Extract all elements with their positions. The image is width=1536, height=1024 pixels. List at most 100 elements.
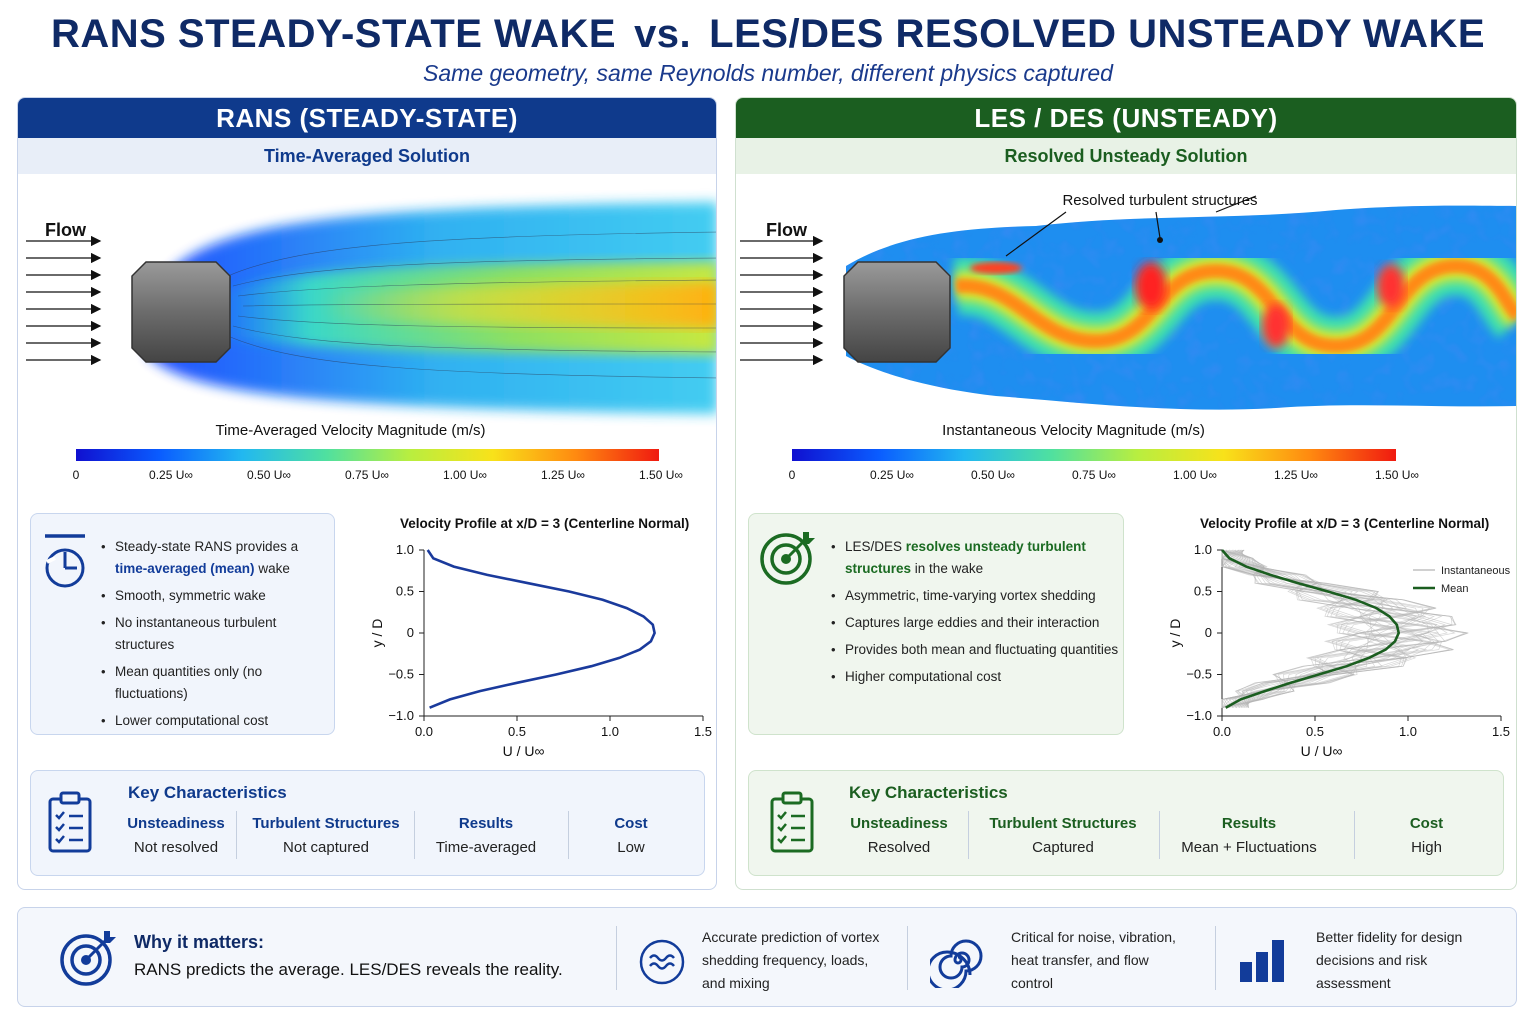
les-key-characteristics: Key Characteristics Unsteadiness Resolved…	[748, 770, 1504, 876]
rans-colorbar-tick: 0.75 U∞	[345, 468, 389, 482]
list-item: Lower computational cost	[99, 710, 331, 732]
instantaneous-line	[1221, 549, 1456, 708]
y-tick-label: 1.0	[396, 542, 414, 557]
les-colorbar	[792, 449, 1396, 461]
x-tick-label: 0.0	[1213, 724, 1231, 739]
divider	[236, 811, 237, 859]
les-wake-visual: Flow Resolved turbulent structures	[740, 192, 1516, 410]
why-text: RANS predicts the average. LES/DES revea…	[134, 960, 563, 979]
y-tick-label: 0	[1205, 625, 1212, 640]
les-flow-label: Flow	[766, 220, 808, 240]
rans-bullet-list: Steady-state RANS provides a time-averag…	[99, 536, 331, 737]
y-tick-label: 0.5	[396, 584, 414, 599]
rans-key-title: Key Characteristics	[128, 783, 287, 802]
list-item: Smooth, symmetric wake	[99, 585, 331, 607]
rans-heading: RANS (STEADY-STATE)	[18, 98, 716, 138]
x-tick-label: 0.5	[1306, 724, 1324, 739]
rans-colorbar-tick: 0.50 U∞	[247, 468, 291, 482]
x-tick-label: 0.0	[415, 724, 433, 739]
legend-label: Instantaneous	[1441, 565, 1511, 577]
instantaneous-line	[1221, 550, 1443, 709]
list-item: Asymmetric, time-varying vortex shedding	[829, 585, 1121, 607]
les-colorbar-tick: 0	[788, 468, 796, 482]
les-info-box: LES/DES resolves unsteady turbulent stru…	[748, 513, 1124, 735]
matter-item-1: Accurate prediction of vortex shedding f…	[702, 929, 880, 991]
x-tick-label: 1.5	[1492, 724, 1510, 739]
list-item: No instantaneous turbulent structures	[99, 612, 331, 656]
rans-colorbar-tick: 0	[72, 468, 80, 482]
wave-icon	[639, 939, 685, 985]
legend-label: Mean	[1441, 583, 1469, 595]
les-colorbar-tick: 1.25 U∞	[1274, 468, 1318, 482]
rans-wake-visual: Flow	[26, 202, 716, 414]
y-tick-label: −0.5	[388, 667, 414, 682]
divider	[1354, 811, 1355, 859]
rans-key-characteristics: Key Characteristics Unsteadiness Not reso…	[30, 770, 705, 876]
list-item: Captures large eddies and their interact…	[829, 612, 1121, 634]
les-panel: LES / DES (UNSTEADY) Resolved Unsteady S…	[735, 97, 1517, 890]
les-annotation: Resolved turbulent structures	[1062, 192, 1257, 209]
matter-item-3: Better fidelity for design decisions and…	[1316, 929, 1463, 991]
rans-key-cost: Cost Low	[614, 815, 648, 856]
divider	[907, 926, 908, 990]
bar-chart-icon	[1240, 940, 1284, 982]
instantaneous-series	[1221, 549, 1469, 709]
rans-colorbar-tick: 0.25 U∞	[149, 468, 193, 482]
x-axis-label: U / U∞	[1301, 743, 1343, 759]
y-axis-label: y / D	[1167, 619, 1183, 648]
divider	[968, 811, 969, 859]
rans-plot-title: Velocity Profile at x/D = 3 (Centerline …	[400, 516, 690, 531]
les-colorbar-tick: 1.00 U∞	[1173, 468, 1217, 482]
list-item: Steady-state RANS provides a time-averag…	[99, 536, 331, 580]
title-vs: vs.	[634, 12, 692, 56]
divider	[1215, 926, 1216, 990]
les-key-cost: Cost High	[1409, 815, 1444, 856]
divider	[568, 811, 569, 859]
x-tick-label: 1.0	[601, 724, 619, 739]
les-key-results: Results Mean + Fluctuations	[1181, 815, 1317, 856]
rans-key-turbulent-structures: Turbulent Structures Not captured	[252, 815, 400, 856]
rans-colorbar-tick: 1.25 U∞	[541, 468, 585, 482]
les-bullet-list: LES/DES resolves unsteady turbulent stru…	[829, 536, 1121, 693]
rans-subheading: Time-Averaged Solution	[18, 138, 716, 174]
x-tick-label: 1.0	[1399, 724, 1417, 739]
instantaneous-line	[1221, 549, 1437, 708]
page-title: RANS STEADY-STATE WAKE vs. LES/DES RESOLVE…	[0, 12, 1536, 57]
stopwatch-icon	[45, 534, 85, 588]
les-key-title: Key Characteristics	[849, 783, 1008, 802]
list-item: LES/DES resolves unsteady turbulent stru…	[829, 536, 1121, 580]
les-colorbar-title: Instantaneous Velocity Magnitude (m/s)	[942, 422, 1205, 439]
list-item: Mean quantities only (no fluctuations)	[99, 661, 331, 705]
les-colorbar-tick: 0.50 U∞	[971, 468, 1015, 482]
rans-colorbar-tick: 1.00 U∞	[443, 468, 487, 482]
les-heading: LES / DES (UNSTEADY)	[736, 98, 1516, 138]
divider	[1159, 811, 1160, 859]
rans-key-results: Results Time-averaged	[435, 815, 537, 856]
y-tick-label: 1.0	[1194, 542, 1212, 557]
y-tick-label: 0	[407, 625, 414, 640]
title-left: RANS STEADY-STATE WAKE	[50, 12, 617, 56]
y-axis-label: y / D	[369, 619, 385, 648]
les-colorbar-tick: 1.50 U∞	[1375, 468, 1419, 482]
rans-velocity-profile-chart: 0.0 0.5 1.0 1.5 1.0 0.5 0 −0.5 −1.0 U / U∞ y / D	[369, 542, 712, 759]
page-subtitle: Same geometry, same Reynolds number, dif…	[423, 60, 1113, 86]
mean-line	[1221, 549, 1401, 709]
les-colorbar-tick: 0.75 U∞	[1072, 468, 1116, 482]
instantaneous-line	[1221, 549, 1437, 708]
x-tick-label: 1.5	[694, 724, 712, 739]
rans-key-unsteadiness: Unsteadiness Not resolved	[127, 815, 225, 856]
why-title: Why it matters:	[134, 932, 265, 952]
rans-colorbar	[76, 449, 659, 461]
target-icon	[760, 532, 815, 585]
target-icon	[60, 931, 116, 986]
rans-colorbar-title: Time-Averaged Velocity Magnitude (m/s)	[215, 422, 486, 439]
profile-line	[426, 549, 656, 709]
list-item: Provides both mean and fluctuating quant…	[829, 639, 1121, 661]
why-it-matters-bar: Why it matters: RANS predicts the averag…	[17, 907, 1517, 1007]
les-velocity-profile-chart: 0.0 0.5 1.0 1.5 1.0 0.5 0 −0.5 −1.0 U / U∞ y / D In…	[1167, 542, 1511, 759]
divider	[616, 926, 617, 990]
instantaneous-line	[1221, 549, 1424, 708]
y-tick-label: −1.0	[388, 708, 414, 723]
instantaneous-line	[1221, 549, 1431, 708]
rans-flow-label: Flow	[45, 220, 87, 240]
